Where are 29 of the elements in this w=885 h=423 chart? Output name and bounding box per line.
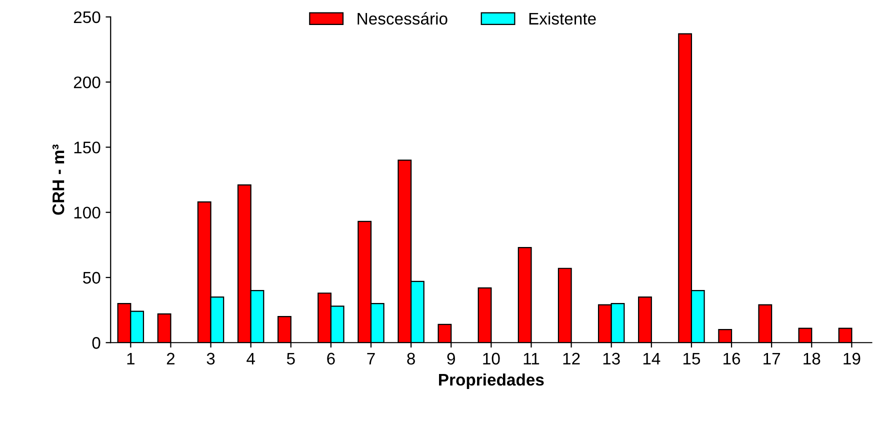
x-tick-label: 15 bbox=[683, 352, 700, 365]
x-tick-label: 10 bbox=[483, 352, 500, 365]
x-tick-label: 5 bbox=[286, 352, 295, 365]
legend-label: Nescessário bbox=[358, 12, 448, 25]
x-axis-title: Propriedades bbox=[439, 373, 544, 389]
x-tick-label: 7 bbox=[367, 352, 375, 364]
x-tick-label: 16 bbox=[724, 352, 740, 365]
y-tick-label: 250 bbox=[74, 11, 100, 24]
y-tick-label: 0 bbox=[92, 337, 100, 349]
x-tick-label: 1 bbox=[127, 352, 134, 364]
x-tick-label: 4 bbox=[246, 352, 255, 364]
x-tick-label: 13 bbox=[603, 352, 620, 365]
x-tick-label: 18 bbox=[804, 352, 820, 365]
x-tick-label: 12 bbox=[563, 352, 580, 364]
x-tick-label: 9 bbox=[447, 352, 455, 365]
x-tick-label: 19 bbox=[844, 352, 860, 365]
y-tick-label: 100 bbox=[74, 206, 100, 219]
x-tick-label: 2 bbox=[166, 352, 175, 364]
x-tick-label: 8 bbox=[407, 352, 415, 365]
y-tick-label: 200 bbox=[74, 76, 100, 88]
x-tick-label: 3 bbox=[206, 352, 215, 365]
y-axis-title: CRH - m³ bbox=[52, 144, 64, 215]
y-tick-label: 50 bbox=[83, 272, 100, 284]
y-tick-label: 150 bbox=[74, 142, 100, 154]
x-tick-label: 17 bbox=[764, 352, 780, 364]
legend-label: Existente bbox=[529, 12, 596, 25]
x-tick-label: 14 bbox=[643, 352, 660, 364]
x-tick-label: 6 bbox=[327, 352, 335, 365]
x-tick-label: 11 bbox=[524, 352, 540, 364]
